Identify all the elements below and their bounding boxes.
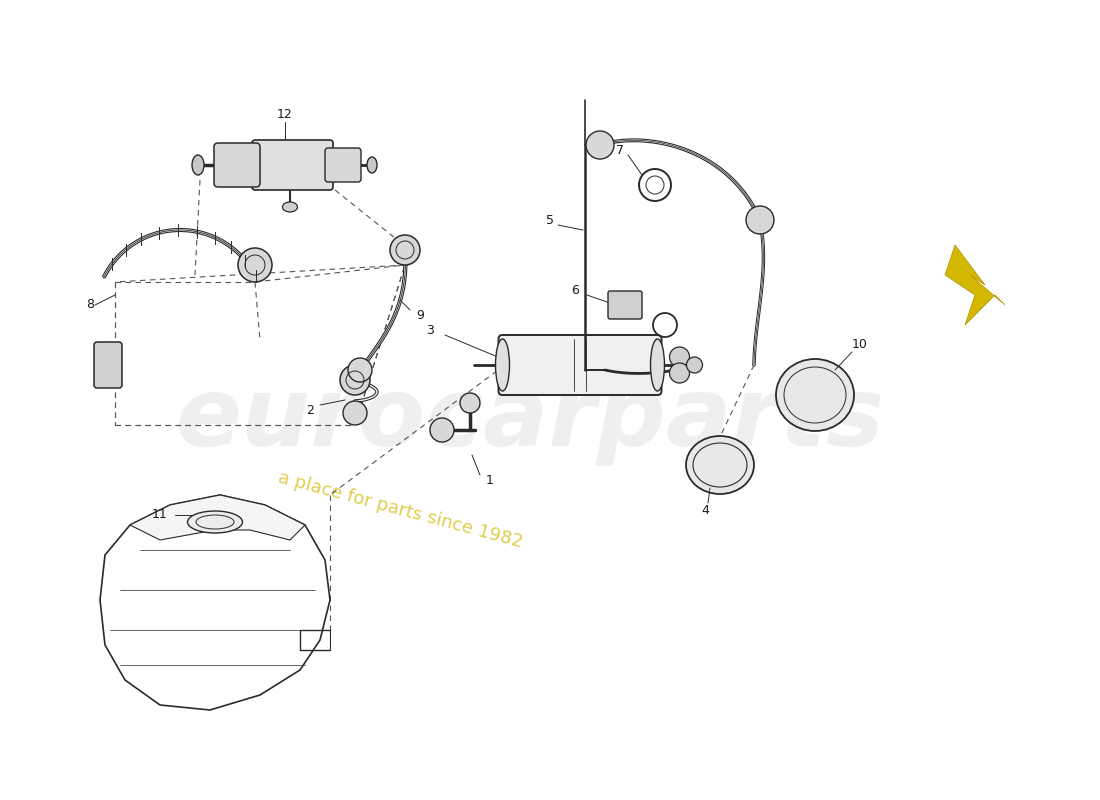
- Circle shape: [670, 347, 690, 367]
- FancyBboxPatch shape: [608, 291, 642, 319]
- Text: 4: 4: [701, 503, 708, 517]
- Circle shape: [460, 393, 480, 413]
- Ellipse shape: [192, 155, 204, 175]
- Ellipse shape: [187, 511, 242, 533]
- Circle shape: [390, 235, 420, 265]
- Text: 3: 3: [426, 323, 433, 337]
- Text: 12: 12: [277, 109, 293, 122]
- FancyBboxPatch shape: [94, 342, 122, 388]
- Circle shape: [430, 418, 454, 442]
- Text: eurocarparts: eurocarparts: [176, 374, 884, 466]
- Text: a place for parts since 1982: a place for parts since 1982: [276, 469, 525, 551]
- Text: 2: 2: [306, 403, 313, 417]
- Circle shape: [686, 357, 703, 373]
- Text: 11: 11: [152, 509, 168, 522]
- Text: 10: 10: [852, 338, 868, 351]
- Text: 1: 1: [486, 474, 494, 486]
- Text: 5: 5: [546, 214, 554, 226]
- Polygon shape: [945, 245, 1005, 325]
- Circle shape: [746, 206, 774, 234]
- Ellipse shape: [367, 157, 377, 173]
- Ellipse shape: [686, 436, 754, 494]
- Ellipse shape: [650, 339, 664, 391]
- FancyBboxPatch shape: [324, 148, 361, 182]
- FancyBboxPatch shape: [214, 143, 260, 187]
- Text: 7: 7: [616, 143, 624, 157]
- FancyBboxPatch shape: [498, 335, 661, 395]
- Circle shape: [340, 365, 370, 395]
- Text: 9: 9: [416, 309, 424, 322]
- FancyBboxPatch shape: [252, 140, 333, 190]
- Polygon shape: [130, 495, 305, 540]
- Ellipse shape: [283, 202, 297, 212]
- Circle shape: [348, 358, 372, 382]
- Circle shape: [238, 248, 272, 282]
- Ellipse shape: [495, 339, 509, 391]
- Text: 6: 6: [571, 283, 579, 297]
- Circle shape: [586, 131, 614, 159]
- Circle shape: [343, 401, 367, 425]
- Circle shape: [670, 363, 690, 383]
- Ellipse shape: [776, 359, 854, 431]
- Text: 8: 8: [86, 298, 94, 311]
